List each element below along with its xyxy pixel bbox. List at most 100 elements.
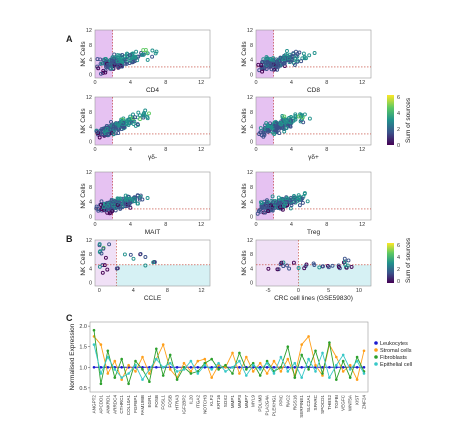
x-tick-label: FOSL1	[161, 395, 166, 410]
scatter-point	[118, 206, 123, 211]
series-point	[321, 372, 324, 375]
y-tick-label: 8	[250, 252, 253, 258]
series-point	[258, 374, 262, 377]
series-point	[120, 366, 123, 369]
series-point	[335, 378, 338, 381]
y-tick-label: 4	[89, 200, 92, 206]
series-point	[341, 359, 345, 363]
scatter-point	[312, 51, 317, 55]
x-tick-label: 4	[129, 80, 132, 86]
scatter-point	[140, 52, 145, 57]
series-point	[335, 363, 338, 367]
y-axis-label: NK Cells	[241, 108, 248, 134]
x-tick-label: PDLIM3	[258, 395, 263, 412]
scatter-point	[277, 59, 282, 64]
scatter-point	[97, 242, 102, 247]
series-point	[113, 376, 117, 379]
x-tick-label: MMP3	[237, 395, 242, 409]
x-tick-label: FGFBP1	[133, 395, 138, 413]
scatter-point	[124, 61, 129, 66]
scatter-gd: 0 4 8 12 0 4 8 12 γδ- NK Cells	[80, 95, 211, 161]
scatter-point	[111, 65, 116, 70]
x-tick-label: ZNF24	[362, 395, 367, 409]
scatter-point	[296, 266, 301, 270]
series-point	[286, 366, 290, 369]
scatter-point	[292, 56, 297, 61]
series-point	[231, 372, 234, 375]
y-tick-label: 8	[89, 43, 92, 49]
series-point	[355, 378, 359, 381]
y-tick-label: 8	[250, 43, 253, 49]
x-tick-label: -5	[266, 288, 271, 294]
x-tick-label: 12	[359, 147, 365, 153]
scatter-point	[99, 199, 104, 204]
scatter-point	[99, 208, 104, 213]
scatter-point	[291, 51, 296, 56]
scatter-cd4: 0 4 8 12 0 4 8 12 CD4 NK Cells	[80, 28, 211, 94]
scatter-ccle: 0 4 8 12 0 4 8 12 CCLE NK Cells	[80, 238, 211, 302]
scatter-point	[282, 57, 286, 62]
y-tick-label: 12	[86, 95, 92, 101]
series-point	[251, 363, 255, 367]
series-point	[148, 368, 151, 371]
scatter-point	[270, 61, 275, 66]
series-point	[348, 363, 352, 367]
scatter-point	[114, 122, 119, 127]
series-point	[265, 372, 269, 375]
scatter-point	[296, 198, 300, 203]
scatter-point	[262, 205, 267, 210]
scatter-point	[150, 48, 155, 53]
scatter-point	[105, 267, 110, 272]
scatter-point	[276, 195, 281, 200]
y-tick-label: 12	[86, 238, 92, 244]
scatter-point	[131, 112, 135, 117]
series-point	[300, 376, 304, 379]
scatter-point	[265, 123, 270, 128]
y-tick-label: 2.0	[79, 324, 87, 330]
series-point	[321, 374, 324, 377]
series-point	[148, 372, 151, 375]
scatter-point	[285, 49, 289, 53]
scatter-point	[145, 196, 150, 200]
x-tick-label: PLA2G4A	[265, 394, 270, 415]
panel-label-b: B	[66, 234, 73, 244]
series-line-3	[93, 344, 365, 381]
plot-frame	[94, 29, 211, 79]
colorbar-tick: 4	[397, 111, 400, 117]
series-point	[251, 361, 255, 365]
y-tick-label: 4	[89, 125, 92, 131]
panel-label-c: C	[66, 313, 73, 323]
scatter-point	[141, 113, 146, 118]
scatter-point	[150, 54, 155, 59]
y-tick-label: 12	[247, 28, 253, 34]
scatter-point	[143, 108, 148, 113]
x-tick-label: 8	[164, 80, 167, 86]
x-tick-label: 4	[290, 80, 293, 86]
x-axis-label: MAIT	[145, 229, 161, 236]
series-point	[182, 361, 186, 365]
highlight-region	[95, 172, 113, 220]
series-point	[120, 357, 123, 361]
y-axis-label: NK Cells	[241, 41, 248, 67]
x-tick-label: VEGFC	[341, 394, 346, 411]
scatter-point	[285, 263, 289, 268]
series-point	[293, 361, 297, 365]
scatter-point	[102, 129, 107, 134]
series-point	[258, 366, 262, 369]
x-tick-label: MYL9	[251, 395, 256, 407]
scatter-point	[120, 64, 125, 69]
x-tick-label: 0	[254, 147, 257, 153]
x-tick-label: 4	[132, 288, 135, 294]
series-point	[224, 363, 227, 367]
scatter-point	[280, 207, 285, 212]
series-point	[161, 366, 165, 369]
scatter-point	[259, 130, 263, 135]
scatter-point	[273, 124, 278, 129]
scatter-point	[119, 123, 124, 128]
scatter-point	[106, 132, 111, 136]
scatter-point	[269, 67, 274, 72]
scatter-point	[112, 60, 117, 65]
scatter-point	[285, 196, 289, 201]
scatter-point	[101, 205, 106, 210]
